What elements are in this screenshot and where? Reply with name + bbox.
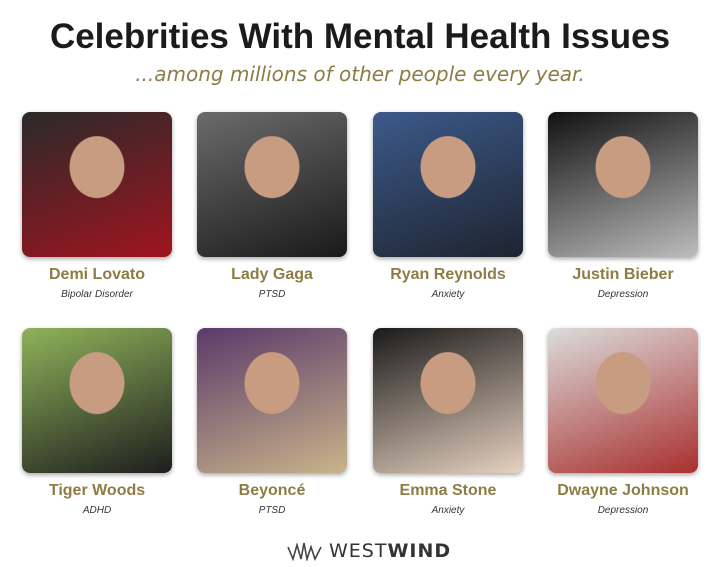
celebrity-card: Tiger Woods ADHD xyxy=(22,328,172,517)
celebrity-name: Demi Lovato xyxy=(48,266,145,283)
celebrity-condition: Bipolar Disorder xyxy=(61,289,133,300)
celebrity-condition: ADHD xyxy=(82,505,112,516)
celebrity-name: Tiger Woods xyxy=(48,482,146,499)
celebrity-photo xyxy=(548,328,698,473)
celebrity-condition: PTSD xyxy=(258,289,286,300)
celebrity-photo xyxy=(373,328,523,473)
celebrity-card: Demi Lovato Bipolar Disorder xyxy=(22,112,172,301)
celebrity-condition: PTSD xyxy=(258,505,286,516)
celebrity-card: Ryan Reynolds Anxiety xyxy=(373,112,523,301)
celebrity-name: Justin Bieber xyxy=(572,266,674,283)
celebrity-photo xyxy=(197,112,347,257)
westwind-logo: WESTWIND xyxy=(287,540,451,562)
celebrity-name: Lady Gaga xyxy=(231,266,313,283)
celebrity-condition: Anxiety xyxy=(431,505,465,516)
celebrity-photo xyxy=(22,112,172,257)
logo-text-bold: WIND xyxy=(387,540,452,562)
celebrity-photo xyxy=(373,112,523,257)
celebrity-name: Ryan Reynolds xyxy=(390,266,506,283)
page-subtitle: ...among millions of other people every … xyxy=(135,62,585,86)
celebrity-photo xyxy=(548,112,698,257)
celebrity-card: Dwayne Johnson Depression xyxy=(548,328,698,517)
celebrity-photo xyxy=(22,328,172,473)
page-title: Celebrities With Mental Health Issues xyxy=(49,17,671,56)
logo-text-light: WEST xyxy=(329,540,388,562)
celebrity-condition: Anxiety xyxy=(431,289,465,300)
celebrity-card: Lady Gaga PTSD xyxy=(197,112,347,301)
celebrity-card: Justin Bieber Depression xyxy=(548,112,698,301)
celebrity-name: Beyoncé xyxy=(238,482,306,499)
celebrity-card: Emma Stone Anxiety xyxy=(373,328,523,517)
wave-logo-icon xyxy=(287,542,322,561)
celebrity-name: Emma Stone xyxy=(399,482,497,499)
celebrity-condition: Depression xyxy=(597,289,649,300)
celebrity-name: Dwayne Johnson xyxy=(557,482,689,499)
celebrity-card: Beyoncé PTSD xyxy=(197,328,347,517)
celebrity-condition: Depression xyxy=(597,505,649,516)
celebrity-photo xyxy=(197,328,347,473)
